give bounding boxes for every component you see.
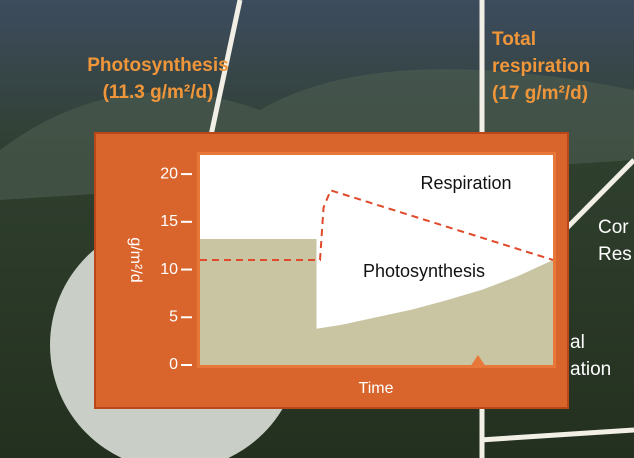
y-tick-label: 5	[169, 308, 178, 325]
y-tick-label: 0	[169, 356, 178, 373]
plot	[200, 189, 554, 365]
annotation: Photosynthesis	[363, 261, 485, 281]
x-axis-label: Time	[359, 380, 394, 397]
background-label: Total	[492, 29, 536, 50]
background-label: (17 g/m²/d)	[492, 83, 588, 104]
background-label: ation	[570, 359, 611, 380]
background-label: Res	[598, 244, 632, 265]
y-tick-label: 10	[160, 261, 178, 278]
y-tick-label: 20	[160, 165, 178, 182]
area	[200, 239, 553, 365]
background-label: al	[570, 332, 585, 353]
background-label: respiration	[492, 56, 590, 77]
annotation: Respiration	[420, 173, 511, 193]
background-label: Cor	[598, 217, 629, 238]
line	[200, 189, 554, 261]
marker	[470, 355, 486, 367]
arrow-line	[207, 0, 243, 141]
background-label: (11.3 g/m²/d)	[103, 82, 214, 103]
y-tick-label: 15	[160, 213, 178, 230]
y-axis-label: g/m²/d	[127, 237, 144, 282]
background-labels: Photosynthesis (11.3 g/m²/d) Total respirat…	[87, 29, 632, 380]
arrow-line	[479, 427, 634, 443]
background-label: Photosynthesis	[87, 55, 228, 76]
